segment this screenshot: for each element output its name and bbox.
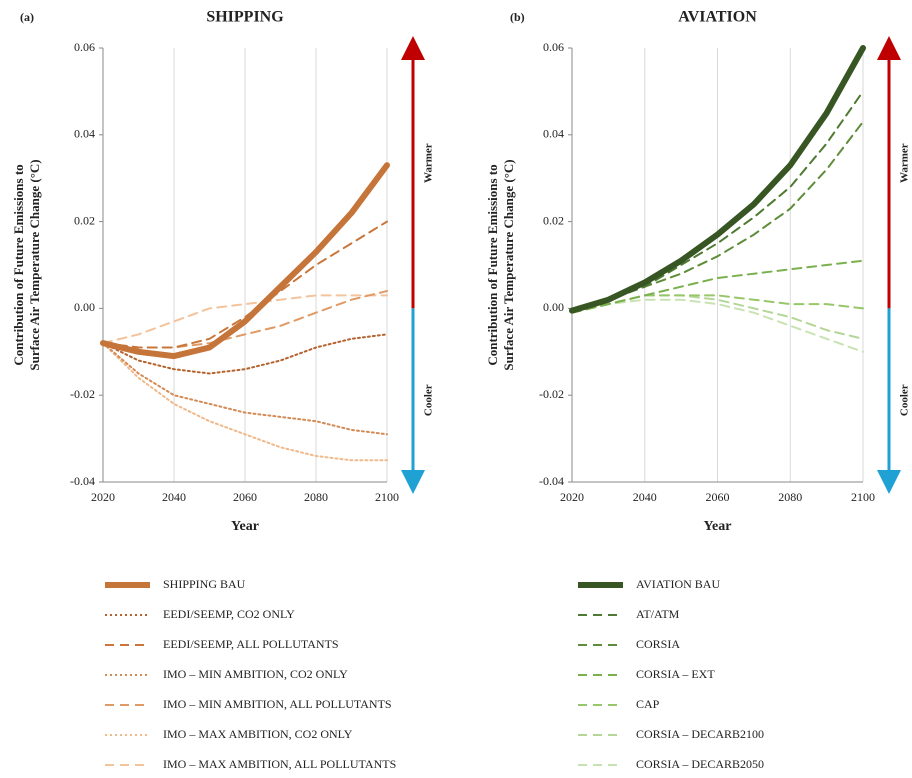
legend-label: IMO – MAX AMBITION, CO2 ONLY (163, 727, 353, 741)
y-axis-label: Contribution of Future Emissions to (485, 164, 500, 365)
y-tick-label: 0.04 (74, 127, 95, 141)
legend-label: IMO – MIN AMBITION, CO2 ONLY (163, 667, 348, 681)
y-tick-label: -0.02 (539, 387, 564, 401)
series-line (571, 298, 864, 353)
panel-label: (a) (20, 10, 34, 24)
x-tick-label: 2020 (560, 490, 584, 504)
legend-label: IMO – MIN AMBITION, ALL POLLUTANTS (163, 697, 392, 711)
chart-title: SHIPPING (206, 9, 284, 26)
x-tick-label: 2020 (91, 490, 115, 504)
y-tick-label: 0.06 (74, 40, 95, 54)
y-tick-label: 0.06 (543, 40, 564, 54)
legend-label: CORSIA – DECARB2100 (636, 727, 764, 741)
panel-label: (b) (510, 10, 525, 24)
series-line (102, 333, 388, 375)
series-line (571, 259, 864, 314)
y-tick-label: -0.04 (70, 474, 95, 488)
x-tick-label: 2040 (633, 490, 657, 504)
legend-label: CORSIA – EXT (636, 667, 715, 681)
series-line (102, 342, 388, 462)
y-axis-label: Surface Air Temperature Change (°C) (501, 159, 516, 370)
legend-label: CORSIA – DECARB2050 (636, 757, 764, 771)
x-tick-label: 2060 (706, 490, 730, 504)
y-tick-label: -0.04 (539, 474, 564, 488)
y-tick-label: 0.00 (74, 300, 95, 314)
x-axis-label: Year (704, 519, 732, 534)
y-axis-label: Contribution of Future Emissions to (11, 164, 26, 365)
x-tick-label: 2060 (233, 490, 257, 504)
legend-label: CAP (636, 697, 660, 711)
y-tick-label: 0.04 (543, 127, 564, 141)
legend-label: SHIPPING BAU (163, 577, 246, 591)
series-line (100, 162, 390, 360)
y-axis-label: Surface Air Temperature Change (°C) (27, 159, 42, 370)
y-tick-label: -0.02 (70, 387, 95, 401)
series-line (569, 45, 866, 314)
annotation: Warmer (899, 143, 911, 183)
y-tick-label: 0.00 (543, 300, 564, 314)
legend-label: AT/ATM (636, 607, 680, 621)
y-tick-label: 0.02 (543, 213, 564, 227)
x-tick-label: 2040 (162, 490, 186, 504)
legend-label: AVIATION BAU (636, 577, 720, 591)
series-line (102, 220, 388, 349)
annotation: Cooler (899, 384, 911, 416)
x-tick-label: 2100 (851, 490, 875, 504)
legend-label: IMO – MAX AMBITION, ALL POLLUTANTS (163, 757, 396, 771)
annotation: Warmer (423, 143, 435, 183)
series-line (102, 342, 388, 436)
series-line (102, 294, 388, 345)
x-axis-label: Year (231, 519, 259, 534)
x-tick-label: 2100 (375, 490, 399, 504)
x-tick-label: 2080 (778, 490, 802, 504)
chart-title: AVIATION (678, 9, 757, 26)
x-tick-label: 2080 (304, 490, 328, 504)
y-tick-label: 0.02 (74, 213, 95, 227)
legend-label: EEDI/SEEMP, CO2 ONLY (163, 607, 295, 621)
annotation: Cooler (423, 384, 435, 416)
legend-label: EEDI/SEEMP, ALL POLLUTANTS (163, 637, 339, 651)
legend-label: CORSIA (636, 637, 680, 651)
